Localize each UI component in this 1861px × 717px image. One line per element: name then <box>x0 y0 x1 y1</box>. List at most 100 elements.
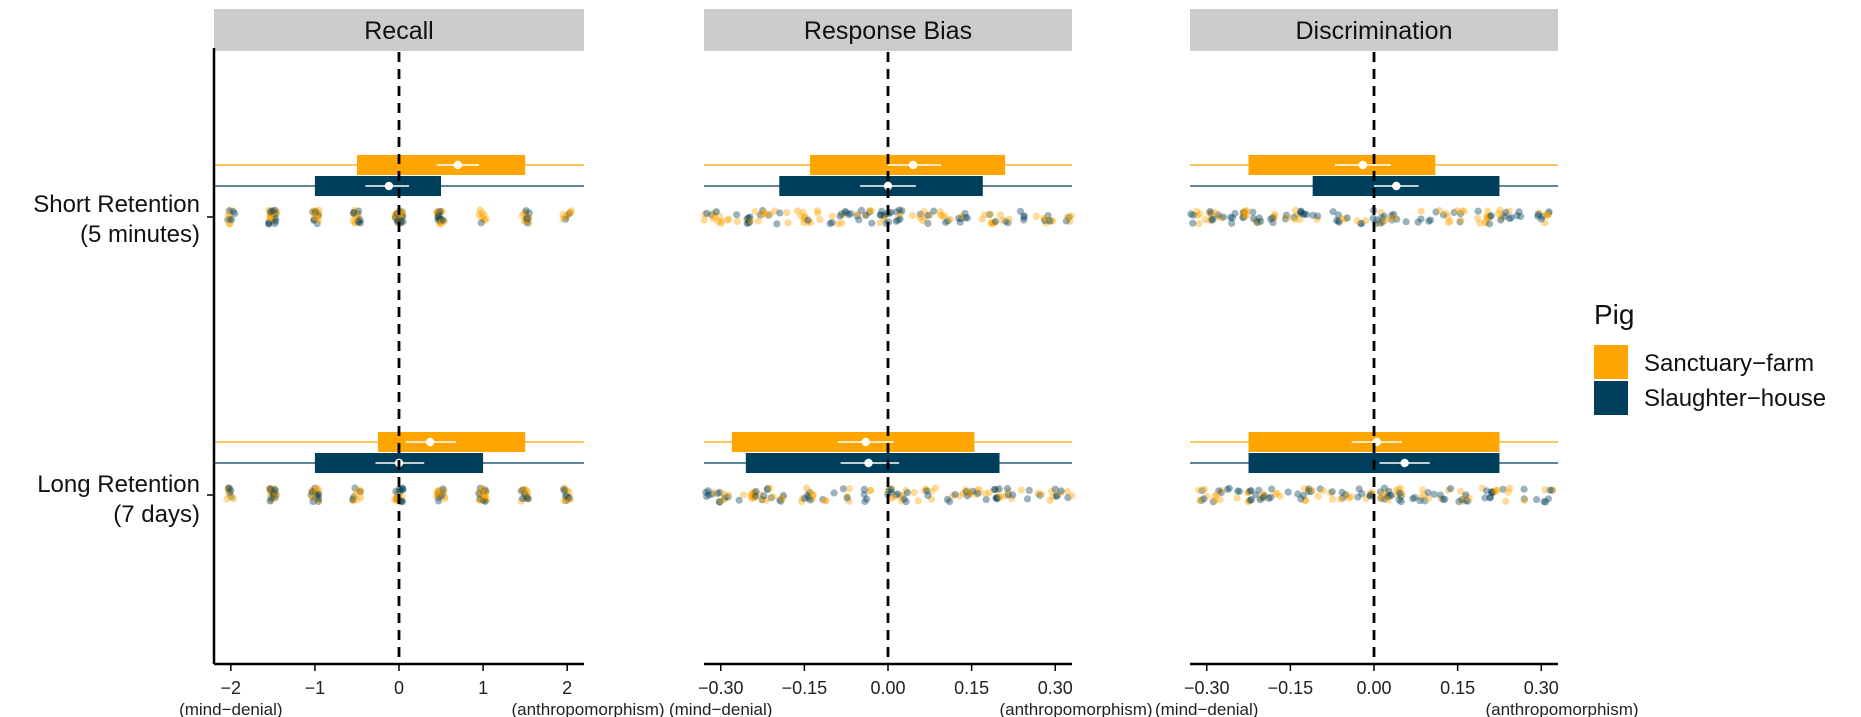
raw-point <box>701 210 709 218</box>
raw-point <box>1476 219 1484 227</box>
x-tick-label-recall: −2 <box>221 678 242 698</box>
raw-point <box>1316 485 1324 493</box>
raw-point <box>1020 216 1028 224</box>
raw-point <box>436 208 444 216</box>
raw-point <box>1197 496 1205 504</box>
raw-point <box>1458 207 1466 215</box>
raw-point <box>273 209 281 217</box>
raw-point <box>1211 497 1219 505</box>
raw-point <box>353 214 361 222</box>
raw-point <box>854 210 862 218</box>
raw-point <box>266 213 274 221</box>
raw-point <box>1273 489 1281 497</box>
raw-point <box>1067 212 1075 220</box>
raw-point <box>1391 214 1399 222</box>
raw-point <box>703 209 711 217</box>
raw-point <box>819 495 827 504</box>
raw-point <box>225 211 233 219</box>
raw-point <box>822 497 830 505</box>
raw-point <box>1456 218 1464 226</box>
raw-point <box>226 220 234 228</box>
raw-point <box>269 492 278 500</box>
raw-point <box>520 209 528 217</box>
raw-point <box>523 219 531 227</box>
x-tick-label-recall: 1 <box>478 678 488 698</box>
raw-point <box>440 486 448 494</box>
raw-point <box>314 213 322 221</box>
raw-point <box>1048 217 1056 225</box>
raw-point <box>1513 212 1521 220</box>
raw-point <box>1207 209 1215 217</box>
raw-point <box>1259 490 1267 498</box>
raw-point <box>1453 207 1461 215</box>
raw-point <box>314 209 322 217</box>
raw-point <box>762 496 770 504</box>
raw-point <box>892 208 901 216</box>
raw-point <box>1494 210 1503 218</box>
raw-point <box>566 496 574 504</box>
raw-point <box>1044 212 1052 220</box>
raw-point <box>981 211 989 219</box>
raw-point <box>748 493 756 501</box>
raw-point <box>801 213 809 221</box>
raw-point <box>1505 207 1513 215</box>
raw-point <box>1001 217 1010 225</box>
raw-point <box>1290 213 1298 221</box>
raw-point <box>520 490 528 498</box>
raw-point <box>520 217 529 225</box>
raw-point <box>1457 487 1465 495</box>
raw-point <box>393 213 401 221</box>
raw-point <box>351 219 359 227</box>
raw-point <box>1239 214 1247 222</box>
raw-point <box>308 493 316 502</box>
raw-point <box>268 209 276 217</box>
raw-point <box>438 492 446 500</box>
legend: Pig Sanctuary−farm Slaughter−house <box>1594 299 1826 415</box>
raw-point <box>956 492 964 500</box>
raw-point <box>928 487 936 495</box>
raw-point <box>1548 486 1556 494</box>
raw-point <box>951 490 959 499</box>
raw-point <box>965 489 973 497</box>
raw-point <box>356 488 364 496</box>
raw-point <box>479 495 487 503</box>
raw-point <box>398 484 406 492</box>
raw-point <box>863 495 871 503</box>
raw-point <box>793 207 802 215</box>
raw-point <box>1216 496 1224 504</box>
raw-point <box>1299 210 1308 218</box>
raw-point <box>479 496 487 504</box>
raw-point <box>309 488 317 496</box>
strip-response-bias <box>704 9 1072 51</box>
mean-point-slaughter-row0 <box>883 181 893 191</box>
raw-point <box>226 220 234 228</box>
raw-point <box>517 497 525 505</box>
raw-point <box>1544 495 1552 503</box>
raw-point <box>1268 214 1277 222</box>
raw-point <box>759 211 767 219</box>
raw-point <box>482 215 490 223</box>
raw-point <box>920 214 929 222</box>
mean-point-slaughter-row1 <box>864 458 873 468</box>
raw-point <box>758 495 767 503</box>
raw-point <box>562 213 570 221</box>
raw-point <box>434 213 442 221</box>
raw-point <box>1297 495 1305 503</box>
raw-point <box>560 484 569 492</box>
raw-point <box>266 491 275 499</box>
raw-point <box>1066 217 1074 225</box>
raw-point <box>1023 495 1032 503</box>
raw-point <box>1366 491 1374 499</box>
raw-point <box>756 211 764 219</box>
raw-point <box>1046 496 1054 504</box>
raw-point <box>436 218 445 226</box>
raw-point <box>1314 492 1322 500</box>
mean-point-sanctuary-row0 <box>908 160 918 170</box>
raw-point <box>1483 213 1491 221</box>
raw-point <box>767 494 775 502</box>
raw-point <box>310 489 318 497</box>
raw-point <box>708 211 716 219</box>
raw-point <box>838 210 846 218</box>
raw-point <box>1354 493 1362 501</box>
raw-point <box>700 216 708 224</box>
